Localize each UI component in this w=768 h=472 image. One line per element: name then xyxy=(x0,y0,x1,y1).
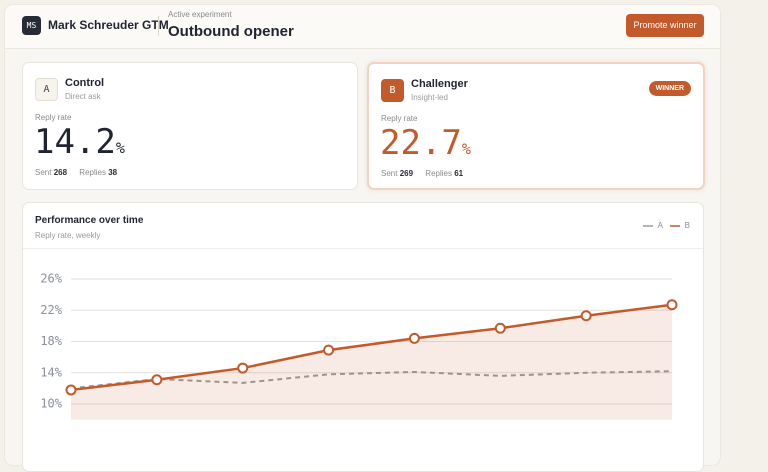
stats: Sent 269 Replies 61 xyxy=(381,169,473,178)
app-panel: MS Mark Schreuder GTM Active experiment … xyxy=(5,5,720,472)
sent-label: Sent xyxy=(35,168,52,177)
value: 22.7 xyxy=(380,123,462,163)
variant-card: B Challenger Insight-led WINNER Reply ra… xyxy=(367,62,705,190)
variant-subtitle: Insight-led xyxy=(411,93,448,102)
point xyxy=(237,362,249,374)
unit: % xyxy=(115,139,125,157)
experiment-title: Outbound opener xyxy=(168,23,294,40)
sent: 269 xyxy=(399,169,414,178)
variant-name: Control xyxy=(65,77,105,89)
legend-label: B xyxy=(685,221,690,230)
metric-label: Reply rate xyxy=(381,114,418,123)
variant-name: Challenger xyxy=(411,78,468,90)
point xyxy=(151,374,163,386)
replies: 38 xyxy=(108,168,118,177)
chart-card: Performance over time Reply rate, weekly xyxy=(22,202,704,472)
unit: % xyxy=(461,140,471,158)
separator xyxy=(23,248,703,249)
metric-value: 14.2% xyxy=(34,122,125,162)
y-tick-label: 22% xyxy=(40,303,62,317)
divider xyxy=(158,16,159,36)
line xyxy=(70,370,673,390)
legend-label: A xyxy=(658,221,664,230)
replies-label: Replies xyxy=(79,168,106,177)
point xyxy=(65,384,77,396)
replies-label: Replies xyxy=(425,169,452,178)
point xyxy=(580,310,592,322)
line xyxy=(70,303,673,392)
sent-label: Sent xyxy=(381,169,398,178)
org-name: Mark Schreuder GTM xyxy=(48,18,169,32)
point xyxy=(666,299,678,311)
metric-label: Reply rate xyxy=(35,113,72,122)
stats: Sent 268 Replies 38 xyxy=(35,168,127,177)
metric-value: 22.7% xyxy=(380,123,471,163)
page: {"header": {"org_initials": "MS", "org":… xyxy=(5,10,720,472)
logo: MS xyxy=(22,16,41,35)
chart-subtitle: Reply rate, weekly xyxy=(35,231,101,240)
header: MS Mark Schreuder GTM Active experiment … xyxy=(5,5,720,49)
point xyxy=(494,322,506,334)
point xyxy=(323,344,335,356)
variant-letter: A xyxy=(35,78,58,101)
chart: 10% 14% 18% 22% 26% B A xyxy=(40,221,690,420)
chart-title: Performance over time xyxy=(35,215,144,226)
variant-subtitle: Direct ask xyxy=(65,92,101,101)
area xyxy=(71,304,672,420)
y-tick-label: 10% xyxy=(40,397,62,411)
variant-card: A Control Direct ask Reply rate 14.2% Se… xyxy=(22,62,358,190)
y-tick-label: 18% xyxy=(40,334,62,348)
sent: 268 xyxy=(53,168,68,177)
variant-letter: B xyxy=(381,79,404,102)
point xyxy=(408,332,420,344)
winner-badge: WINNER xyxy=(648,81,691,96)
value: 14.2 xyxy=(34,122,116,162)
replies: 61 xyxy=(454,169,464,178)
y-tick-label: 14% xyxy=(40,365,62,379)
eyebrow: Active experiment xyxy=(168,10,232,19)
y-tick-label: 26% xyxy=(40,272,62,286)
promote-button[interactable]: Promote winner xyxy=(626,14,704,37)
